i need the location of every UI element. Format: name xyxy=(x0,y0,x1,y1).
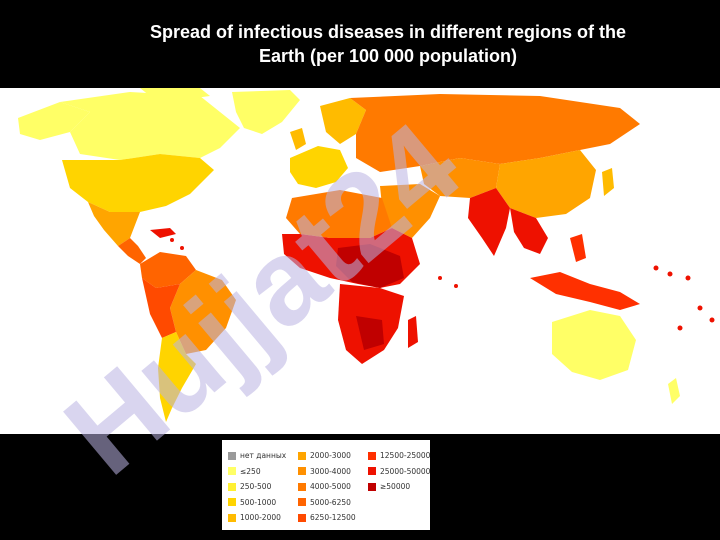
legend-swatch xyxy=(298,513,306,522)
legend-swatch xyxy=(228,451,236,460)
region-philippines xyxy=(570,234,586,262)
region-madagascar xyxy=(408,316,418,348)
region-scandinavia xyxy=(320,98,366,144)
legend-swatch xyxy=(228,513,236,522)
legend-swatch xyxy=(368,482,376,491)
legend-label: 25000-50000 xyxy=(380,466,431,476)
region-central-america xyxy=(118,238,146,264)
region-canada xyxy=(60,92,240,160)
region-indonesia xyxy=(530,272,640,310)
island-dot xyxy=(180,246,184,250)
legend-label: 250-500 xyxy=(240,482,272,492)
legend-item: ≤250 xyxy=(228,464,298,480)
island-dot xyxy=(677,325,683,331)
region-russia xyxy=(350,94,640,172)
legend-label: 12500-25000 xyxy=(380,451,431,461)
region-new-zealand xyxy=(668,378,680,404)
world-map xyxy=(18,88,715,422)
island-dot xyxy=(170,238,174,242)
island-dot xyxy=(697,305,703,311)
legend: нет данных ≤250 250-500 500-1000 1000-2000 20… xyxy=(222,440,430,530)
island-dot xyxy=(709,317,715,323)
legend-item: 250-500 xyxy=(228,479,298,495)
island-dot xyxy=(685,275,691,281)
legend-label: ≥50000 xyxy=(380,482,411,492)
region-japan xyxy=(602,168,614,196)
region-brazil xyxy=(170,270,236,354)
region-greenland xyxy=(232,90,300,134)
legend-swatch xyxy=(228,498,236,507)
legend-item: ≥50000 xyxy=(368,479,430,495)
legend-label: 1000-2000 xyxy=(240,513,281,523)
page-title: Spread of infectious diseases in differe… xyxy=(0,20,720,68)
legend-label: 3000-4000 xyxy=(310,466,351,476)
region-china xyxy=(496,150,596,218)
title-line-2: Earth (per 100 000 population) xyxy=(258,46,518,66)
region-colombia-venezuela xyxy=(140,252,196,288)
legend-swatch xyxy=(298,467,306,476)
legend-swatch xyxy=(228,482,236,491)
island-dot xyxy=(438,276,442,280)
region-western-europe xyxy=(290,146,348,188)
island-dot xyxy=(653,265,659,271)
legend-swatch xyxy=(298,482,306,491)
region-uk xyxy=(290,128,306,150)
region-mexico xyxy=(88,202,140,246)
legend-grid: нет данных ≤250 250-500 500-1000 1000-2000 20… xyxy=(228,448,430,526)
legend-item: 2000-3000 xyxy=(298,448,368,464)
region-peru-bolivia xyxy=(142,278,180,338)
legend-item: 500-1000 xyxy=(228,495,298,511)
world-map-panel xyxy=(0,88,720,434)
island-dot xyxy=(667,271,673,277)
legend-item: 25000-50000 xyxy=(368,464,430,480)
legend-label: нет данных xyxy=(240,451,287,461)
legend-swatch xyxy=(368,467,376,476)
region-india xyxy=(468,188,510,256)
legend-item: 12500-25000 xyxy=(368,448,430,464)
island-dot xyxy=(454,284,458,288)
region-arctic-islands xyxy=(140,88,210,100)
legend-label: 500-1000 xyxy=(240,497,277,507)
legend-item: 4000-5000 xyxy=(298,479,368,495)
legend-label: 2000-3000 xyxy=(310,451,351,461)
title-line-1: Spread of infectious diseases in differe… xyxy=(149,22,627,42)
region-north-africa xyxy=(286,190,392,238)
region-central-africa xyxy=(336,244,404,288)
legend-item: нет данных xyxy=(228,448,298,464)
legend-label: ≤250 xyxy=(240,466,261,476)
legend-item: 6250-12500 xyxy=(298,510,368,526)
legend-item: 3000-4000 xyxy=(298,464,368,480)
legend-swatch xyxy=(228,467,236,476)
region-usa xyxy=(62,154,214,212)
region-central-asia xyxy=(420,158,500,198)
legend-item: 5000-6250 xyxy=(298,495,368,511)
region-south-africa-core xyxy=(356,316,384,350)
legend-label: 5000-6250 xyxy=(310,497,351,507)
legend-label: 6250-12500 xyxy=(310,513,356,523)
legend-swatch xyxy=(298,451,306,460)
region-argentina-chile xyxy=(158,332,196,422)
region-alaska xyxy=(18,102,90,140)
region-se-asia xyxy=(510,208,548,254)
region-caribbean xyxy=(150,228,176,238)
legend-item: 1000-2000 xyxy=(228,510,298,526)
legend-swatch xyxy=(368,451,376,460)
region-middle-east xyxy=(380,184,440,238)
region-australia xyxy=(552,310,636,380)
legend-label: 4000-5000 xyxy=(310,482,351,492)
legend-swatch xyxy=(298,498,306,507)
